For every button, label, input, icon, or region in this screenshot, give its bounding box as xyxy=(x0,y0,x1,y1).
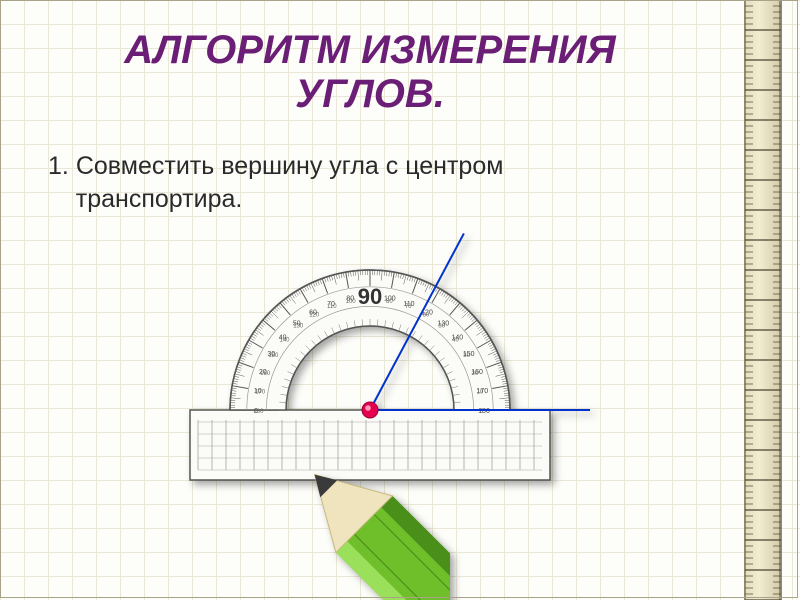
pencil xyxy=(250,410,450,600)
svg-text:60: 60 xyxy=(422,312,429,318)
svg-text:50: 50 xyxy=(438,324,445,330)
page-title: АЛГОРИТМ ИЗМЕРЕНИЯ УГЛОВ. xyxy=(0,28,740,116)
svg-text:110: 110 xyxy=(327,304,337,310)
step-line-2: транспортира. xyxy=(76,185,243,213)
ruler-ticks xyxy=(745,0,781,600)
svg-text:100: 100 xyxy=(346,299,357,305)
svg-text:40: 40 xyxy=(452,337,459,343)
svg-text:70: 70 xyxy=(405,304,412,310)
svg-text:80: 80 xyxy=(386,299,393,305)
svg-text:130: 130 xyxy=(293,324,304,330)
svg-text:90: 90 xyxy=(358,284,382,309)
svg-text:170: 170 xyxy=(255,390,266,396)
step-line-1: Совместить вершину угла с центром xyxy=(76,152,504,180)
ruler-strip xyxy=(744,0,782,600)
step-text: 1. Совместить вершину угла с центром тра… xyxy=(48,150,688,215)
svg-text:150: 150 xyxy=(268,353,279,359)
step-number: 1. xyxy=(48,152,69,180)
svg-text:140: 140 xyxy=(280,337,291,343)
svg-text:160: 160 xyxy=(260,371,271,377)
title-line-1: АЛГОРИТМ ИЗМЕРЕНИЯ xyxy=(0,28,740,72)
svg-text:10: 10 xyxy=(477,390,484,396)
svg-text:20: 20 xyxy=(472,371,479,377)
svg-text:120: 120 xyxy=(309,312,320,318)
pencil-icon xyxy=(250,410,450,600)
svg-text:30: 30 xyxy=(463,353,470,359)
title-line-2: УГЛОВ. xyxy=(0,72,740,116)
